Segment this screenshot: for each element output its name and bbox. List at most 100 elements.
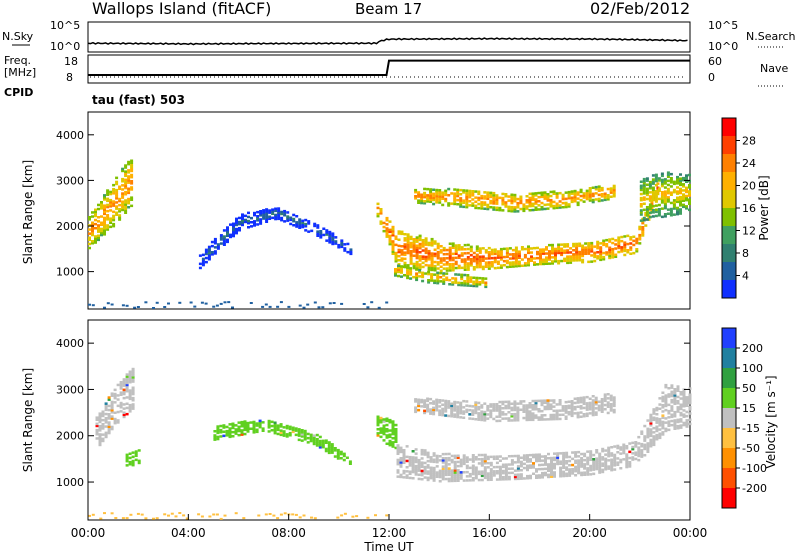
range-cell bbox=[273, 423, 277, 427]
range-cell bbox=[639, 186, 643, 190]
range-cell bbox=[204, 250, 208, 254]
range-cell bbox=[539, 258, 542, 262]
range-cell bbox=[498, 407, 502, 410]
range-cell bbox=[649, 438, 653, 442]
range-cell bbox=[651, 190, 655, 194]
ground-scatter-cell bbox=[103, 306, 106, 309]
range-cell bbox=[481, 247, 485, 250]
range-cell bbox=[510, 207, 514, 211]
range-cell bbox=[600, 404, 604, 407]
range-cell bbox=[412, 240, 416, 243]
range-cell bbox=[550, 463, 553, 466]
range-cell bbox=[573, 408, 577, 411]
range-cell bbox=[548, 252, 551, 255]
range-cell bbox=[626, 251, 630, 254]
range-cell bbox=[603, 403, 607, 407]
range-cell bbox=[513, 193, 517, 197]
range-cell bbox=[666, 196, 670, 199]
range-cell bbox=[477, 202, 481, 206]
range-cell bbox=[454, 256, 458, 260]
range-cell bbox=[608, 256, 612, 260]
range-cell bbox=[462, 406, 466, 409]
range-cell bbox=[457, 248, 461, 251]
range-cell bbox=[490, 263, 494, 266]
range-cell bbox=[453, 454, 457, 458]
range-cell bbox=[516, 408, 520, 412]
range-cell bbox=[574, 465, 578, 469]
range-cell bbox=[229, 223, 232, 226]
range-cell bbox=[679, 210, 682, 213]
range-cell bbox=[510, 193, 514, 196]
range-cell bbox=[459, 401, 463, 405]
range-cell bbox=[498, 409, 502, 412]
range-cell bbox=[463, 262, 467, 265]
range-cell bbox=[252, 424, 256, 428]
range-cell bbox=[106, 218, 110, 221]
range-cell bbox=[471, 202, 475, 205]
range-cell bbox=[483, 474, 487, 477]
ground-scatter-cell bbox=[313, 517, 317, 520]
range-cell bbox=[475, 276, 479, 280]
range-cell bbox=[415, 238, 419, 241]
range-cell bbox=[516, 454, 520, 458]
range-cell bbox=[219, 234, 223, 237]
range-cell bbox=[418, 234, 422, 238]
range-cell bbox=[652, 437, 656, 440]
range-cell bbox=[504, 205, 508, 208]
range-cell bbox=[103, 229, 106, 232]
range-cell bbox=[112, 214, 116, 218]
range-cell bbox=[673, 392, 677, 395]
range-cell bbox=[580, 459, 584, 462]
range-cell bbox=[414, 398, 418, 401]
range-cell bbox=[119, 381, 123, 384]
range-cell bbox=[471, 198, 475, 201]
range-cell bbox=[426, 405, 430, 409]
range-cell bbox=[412, 275, 416, 279]
range-cell bbox=[408, 462, 412, 465]
range-cell bbox=[496, 256, 500, 259]
range-cell bbox=[658, 436, 662, 440]
range-cell bbox=[589, 473, 593, 476]
range-cell bbox=[124, 180, 128, 184]
range-cell bbox=[607, 459, 611, 462]
range-cell bbox=[433, 248, 437, 251]
range-cell bbox=[670, 409, 674, 412]
range-cell bbox=[456, 409, 460, 412]
range-cell bbox=[267, 419, 271, 423]
range-cell bbox=[540, 208, 544, 211]
range-cell bbox=[402, 451, 406, 454]
range-cell bbox=[432, 471, 436, 474]
range-cell bbox=[575, 252, 579, 256]
range-cell bbox=[490, 265, 494, 268]
range-cell bbox=[660, 201, 664, 204]
range-cell bbox=[124, 211, 128, 214]
range-cell bbox=[283, 209, 287, 213]
range-cell bbox=[219, 428, 223, 432]
range-cell bbox=[424, 247, 428, 250]
range-cell bbox=[388, 443, 392, 447]
range-cell bbox=[420, 405, 424, 408]
range-cell bbox=[417, 467, 421, 470]
range-cell bbox=[601, 449, 605, 453]
range-cell bbox=[638, 238, 642, 241]
range-cell bbox=[561, 197, 565, 201]
range-cell bbox=[423, 465, 427, 469]
range-cell bbox=[460, 248, 464, 251]
range-cell bbox=[276, 432, 280, 436]
range-cell bbox=[664, 385, 668, 389]
colorbar-swatch bbox=[722, 280, 736, 299]
range-cell bbox=[543, 418, 547, 421]
range-cell bbox=[128, 393, 132, 396]
range-cell bbox=[459, 475, 463, 478]
range-cell bbox=[609, 195, 613, 198]
range-cell bbox=[551, 247, 554, 251]
range-cell bbox=[456, 413, 460, 417]
range-cell bbox=[423, 411, 427, 415]
ytick-label: 4000 bbox=[56, 129, 84, 142]
range-cell bbox=[570, 200, 574, 204]
range-cell bbox=[685, 414, 689, 418]
range-cell bbox=[385, 442, 389, 445]
range-cell bbox=[616, 446, 620, 450]
range-cell bbox=[379, 208, 383, 211]
range-cell bbox=[394, 258, 398, 261]
